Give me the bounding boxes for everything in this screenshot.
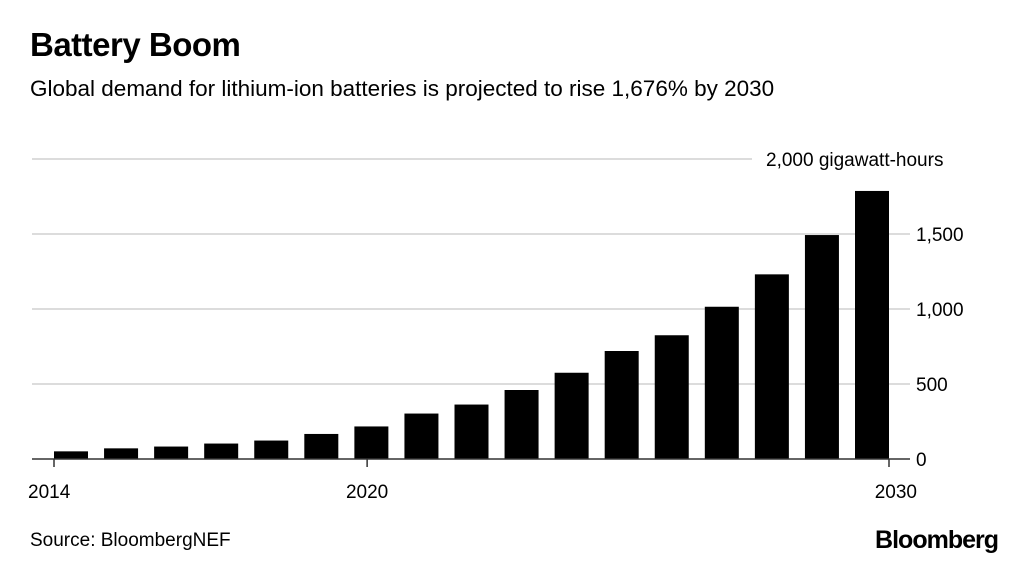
chart-subtitle: Global demand for lithium-ion batteries … xyxy=(30,76,775,101)
y-tick-label: 500 xyxy=(916,375,948,396)
bar-2018 xyxy=(254,440,289,459)
bar-2016 xyxy=(154,446,189,459)
bar-2020 xyxy=(354,426,389,459)
x-tick-label: 2020 xyxy=(346,482,388,503)
bar-2015 xyxy=(104,448,139,459)
x-tick-label: 2030 xyxy=(875,482,917,503)
y-tick-label: 1,500 xyxy=(916,225,964,246)
bar-2029 xyxy=(804,235,839,459)
bar-2026 xyxy=(654,335,689,459)
bar-2014 xyxy=(54,451,88,459)
source-note: Source: BloombergNEF xyxy=(30,530,231,551)
bar-2019 xyxy=(304,433,339,459)
bar-2024 xyxy=(554,372,589,459)
bloomberg-logo: Bloomberg xyxy=(875,526,999,554)
chart-title: Battery Boom xyxy=(30,26,241,63)
bar-2021 xyxy=(404,413,439,459)
bar-2025 xyxy=(604,351,639,459)
bar-2028 xyxy=(754,274,789,459)
y-tick-label: 2,000 gigawatt-hours xyxy=(766,150,943,171)
x-tick-label: 2014 xyxy=(28,482,71,503)
y-tick-label: 1,000 xyxy=(916,300,964,321)
y-tick-label: 0 xyxy=(916,450,927,471)
bar-2022 xyxy=(454,404,489,459)
bar-2027 xyxy=(704,306,739,459)
bar-2017 xyxy=(204,443,239,459)
bar-2023 xyxy=(504,390,539,459)
bar-2030 xyxy=(855,190,889,459)
